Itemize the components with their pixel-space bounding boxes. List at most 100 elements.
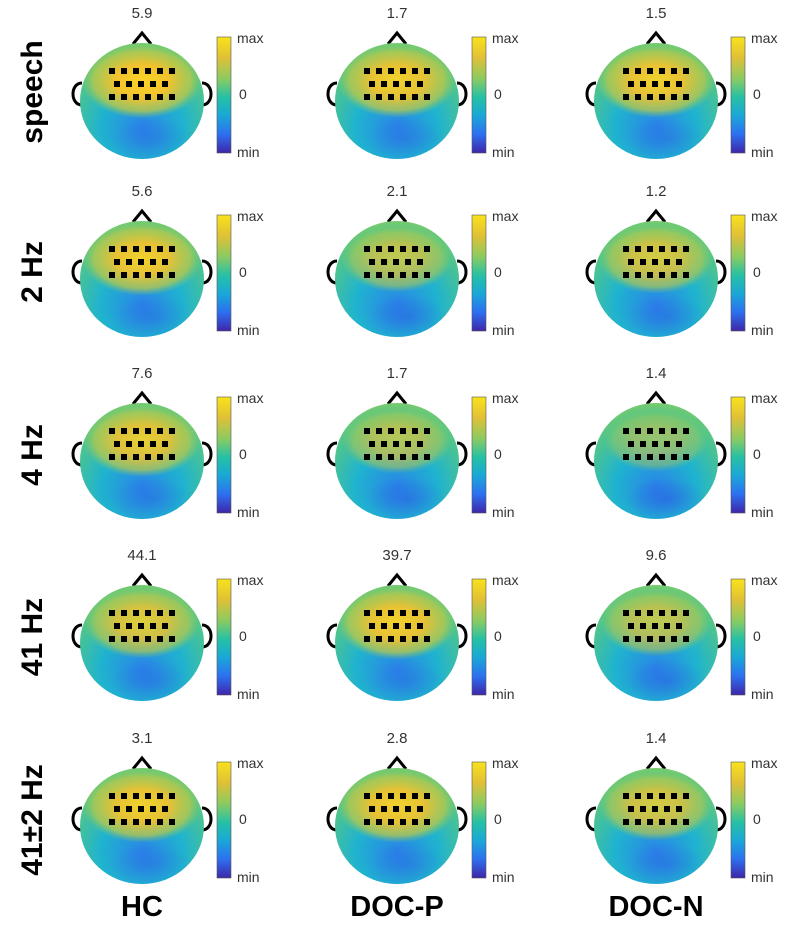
colorbar-min-label: min [751, 869, 774, 885]
electrode [424, 819, 430, 825]
left-ear-outline [71, 259, 83, 285]
colorbar-zero-label: 0 [494, 86, 502, 102]
electrode [400, 636, 406, 642]
colorbar [730, 396, 746, 514]
electrode [400, 454, 406, 460]
column-label: DOC-P [350, 891, 443, 923]
left-ear-outline [71, 806, 83, 832]
electrode [145, 246, 151, 252]
electrode-grid [623, 610, 689, 642]
electrode [659, 68, 665, 74]
electrode [381, 623, 387, 629]
electrode [109, 272, 115, 278]
electrode [671, 94, 677, 100]
electrode [388, 246, 394, 252]
peak-value: 5.6 [132, 183, 153, 200]
electrode [369, 806, 375, 812]
electrode [652, 81, 658, 87]
electrode [157, 454, 163, 460]
electrode [683, 636, 689, 642]
electrode [109, 610, 115, 616]
colorbar-zero-label: 0 [753, 811, 761, 827]
electrode [121, 793, 127, 799]
scalp-map [80, 403, 204, 519]
nose-outline [131, 755, 153, 770]
electrode [671, 272, 677, 278]
nose-outline [131, 390, 153, 405]
electrode [121, 819, 127, 825]
colorbar-max-label: max [751, 572, 777, 588]
topoplot-panel: 39.7 max 0 min [326, 547, 518, 702]
row-label: 41±2 Hz [16, 764, 49, 876]
electrode [424, 272, 430, 278]
electrode [659, 246, 665, 252]
electrode [659, 454, 665, 460]
electrode [114, 259, 120, 265]
electrode [683, 272, 689, 278]
electrode [664, 623, 670, 629]
electrode [676, 806, 682, 812]
right-ear-outline [456, 806, 468, 832]
electrode [376, 636, 382, 642]
electrode [683, 793, 689, 799]
column-label: HC [121, 891, 163, 923]
left-ear-outline [585, 623, 597, 649]
electrode [664, 259, 670, 265]
electrode [145, 819, 151, 825]
left-ear-outline [326, 81, 338, 107]
electrode [647, 793, 653, 799]
electrode [145, 68, 151, 74]
peak-value: 1.5 [646, 5, 667, 22]
nose-outline [386, 30, 408, 45]
topoplot-panel: 5.6 max 0 min [71, 183, 263, 338]
topoplot-panel: 2.1 max 0 min [326, 183, 518, 338]
topoplot-panel: 1.7 max 0 min [326, 365, 518, 520]
electrode [109, 454, 115, 460]
electrode [635, 454, 641, 460]
electrode [659, 793, 665, 799]
colorbar-max-label: max [751, 755, 777, 771]
electrode [145, 636, 151, 642]
nose-outline [386, 208, 408, 223]
colorbar-min-label: min [237, 144, 260, 160]
electrode-grid [109, 428, 175, 460]
electrode [405, 623, 411, 629]
electrode [169, 610, 175, 616]
electrode [364, 428, 370, 434]
electrode-grid [623, 793, 689, 825]
electrode [376, 610, 382, 616]
electrode [393, 623, 399, 629]
electrode [412, 610, 418, 616]
colorbar [471, 578, 487, 696]
electrode [623, 819, 629, 825]
right-ear-outline [201, 441, 213, 467]
colorbar-min-label: min [492, 686, 515, 702]
colorbar-min-label: min [237, 686, 260, 702]
scalp-map [594, 221, 718, 337]
peak-value: 1.2 [646, 183, 667, 200]
electrode [364, 793, 370, 799]
electrode [676, 441, 682, 447]
electrode [412, 428, 418, 434]
electrode-grid [109, 68, 175, 100]
electrode [109, 819, 115, 825]
nose-outline [131, 572, 153, 587]
electrode [138, 623, 144, 629]
nose-outline [645, 755, 667, 770]
electrode [628, 623, 634, 629]
electrode [683, 610, 689, 616]
column-labels: HC DOC-P DOC-N [121, 891, 703, 923]
electrode [157, 428, 163, 434]
right-ear-outline [715, 441, 727, 467]
electrode [400, 272, 406, 278]
electrode [162, 441, 168, 447]
electrode [169, 636, 175, 642]
electrode [412, 94, 418, 100]
colorbar-min-label: min [751, 144, 774, 160]
right-ear-outline [715, 623, 727, 649]
electrode [647, 272, 653, 278]
electrode [133, 454, 139, 460]
colorbar-max-label: max [237, 572, 263, 588]
electrode [635, 793, 641, 799]
electrode [400, 68, 406, 74]
